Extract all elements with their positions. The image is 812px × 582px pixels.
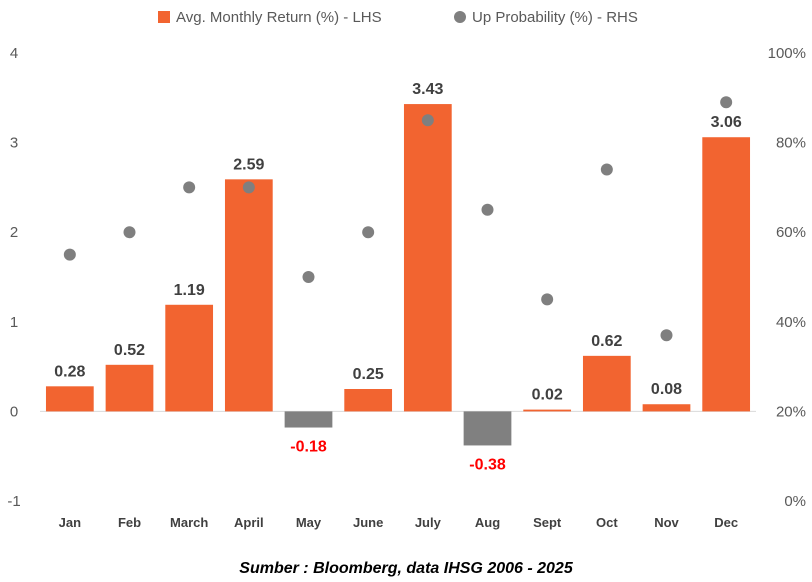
right-axis-tick-label: 60% bbox=[776, 224, 806, 241]
bar-value-label: 0.02 bbox=[532, 387, 563, 404]
bar-june bbox=[344, 389, 393, 412]
up-probability-point bbox=[660, 329, 673, 342]
left-axis-tick-label: -1 bbox=[7, 493, 20, 510]
left-axis-tick-label: 0 bbox=[10, 403, 18, 420]
up-probability-point bbox=[183, 181, 196, 194]
right-axis-tick-label: 20% bbox=[776, 403, 806, 420]
right-axis-tick-label: 80% bbox=[776, 135, 806, 152]
bar-value-label: 2.59 bbox=[233, 156, 264, 173]
up-probability-point bbox=[242, 181, 255, 194]
point-series bbox=[63, 96, 733, 342]
category-label: July bbox=[415, 515, 442, 530]
category-label: Dec bbox=[714, 515, 738, 530]
category-label: April bbox=[234, 515, 264, 530]
bar-july bbox=[403, 104, 452, 412]
bar-oct bbox=[582, 355, 631, 412]
bar-sept bbox=[523, 409, 572, 412]
right-axis-ticks: 0% 20% 40% 60% 80% 100% bbox=[768, 45, 806, 510]
bar-april bbox=[224, 179, 273, 412]
legend-bar-label: Avg. Monthly Return (%) - LHS bbox=[176, 9, 382, 26]
left-axis-tick-label: 2 bbox=[10, 224, 18, 241]
category-label: Aug bbox=[475, 515, 500, 530]
bar-data-labels: 0.28 0.52 1.19 2.59 -0.18 0.25 3.43 -0.38 0.02 0.… bbox=[54, 81, 742, 473]
bar-value-label: 3.43 bbox=[412, 81, 443, 98]
category-label: June bbox=[353, 515, 383, 530]
category-labels: Jan Feb March April May June July Aug Sept Oct Nov… bbox=[59, 515, 738, 530]
category-label: Feb bbox=[118, 515, 141, 530]
up-probability-point bbox=[421, 114, 434, 127]
bar-feb bbox=[105, 364, 154, 412]
bar-nov bbox=[642, 404, 691, 412]
left-axis-tick-label: 3 bbox=[10, 135, 18, 152]
legend-point-label: Up Probability (%) - RHS bbox=[472, 9, 638, 26]
up-probability-point bbox=[302, 271, 315, 283]
bar-value-label: -0.18 bbox=[290, 439, 327, 456]
up-probability-point bbox=[362, 226, 375, 239]
source-note: Sumber : Bloomberg, data IHSG 2006 - 202… bbox=[239, 560, 573, 577]
category-label: Jan bbox=[59, 515, 81, 530]
legend: Avg. Monthly Return (%) - LHS Up Probabi… bbox=[158, 9, 638, 26]
bar-value-label: -0.38 bbox=[469, 456, 506, 473]
up-probability-point bbox=[481, 203, 494, 216]
left-axis-tick-label: 4 bbox=[10, 45, 18, 62]
left-axis-ticks: -1 0 1 2 3 4 bbox=[7, 45, 20, 510]
bar-march bbox=[165, 304, 214, 412]
category-label: March bbox=[170, 515, 208, 530]
right-axis-tick-label: 0% bbox=[784, 493, 806, 510]
bar-value-label: 0.08 bbox=[651, 381, 682, 398]
right-axis-tick-label: 100% bbox=[768, 45, 806, 62]
up-probability-point bbox=[600, 163, 613, 176]
bar-dec bbox=[702, 137, 751, 412]
bar-value-label: 1.19 bbox=[174, 282, 205, 299]
up-probability-point bbox=[63, 248, 76, 261]
legend-point-swatch bbox=[454, 11, 466, 23]
bar-may bbox=[284, 411, 333, 428]
category-label: Sept bbox=[533, 515, 562, 530]
bar-aug bbox=[463, 411, 512, 446]
bar-value-label: 3.06 bbox=[711, 114, 742, 131]
left-axis-tick-label: 1 bbox=[10, 314, 18, 331]
bar-value-label: 0.28 bbox=[54, 363, 85, 380]
category-label: May bbox=[296, 515, 322, 530]
up-probability-point bbox=[123, 226, 136, 239]
bar-value-label: 0.25 bbox=[353, 366, 384, 383]
category-label: Oct bbox=[596, 515, 618, 530]
category-label: Nov bbox=[654, 515, 679, 530]
bar-series bbox=[45, 104, 751, 446]
up-probability-point bbox=[541, 293, 554, 306]
bar-value-label: 0.62 bbox=[591, 333, 622, 350]
bar-value-label: 0.52 bbox=[114, 342, 145, 359]
legend-bar-swatch bbox=[158, 11, 170, 23]
up-probability-point bbox=[720, 96, 733, 109]
right-axis-tick-label: 40% bbox=[776, 314, 806, 331]
bar-jan bbox=[45, 386, 94, 412]
